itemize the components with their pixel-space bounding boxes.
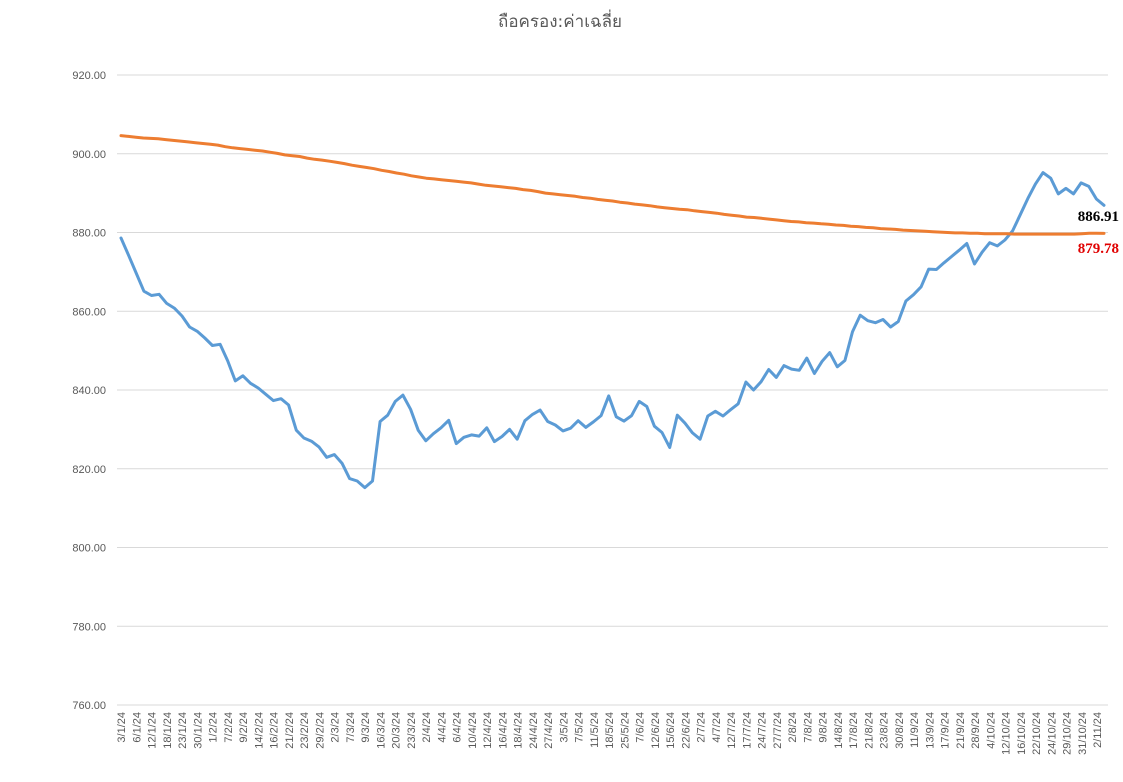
x-tick-label: 7/6/24	[635, 712, 647, 743]
x-tick-label: 28/9/24	[970, 712, 982, 749]
x-tick-label: 7/5/24	[574, 712, 586, 743]
y-tick-label: 900.00	[72, 149, 106, 161]
x-tick-label: 16/3/24	[375, 712, 387, 749]
x-tick-label: 16/10/24	[1016, 712, 1028, 755]
x-tick-label: 14/8/24	[833, 712, 845, 749]
x-tick-label: 30/8/24	[894, 712, 906, 749]
y-tick-label: 920.00	[72, 70, 106, 82]
x-tick-label: 21/8/24	[863, 712, 875, 749]
x-axis-ticks: 3/1/24 6/1/24 12/1/24 18/1/24 23/1/24 30/1/24…	[116, 712, 1104, 755]
x-tick-label: 18/5/24	[604, 712, 616, 749]
x-tick-label: 4/4/24	[436, 712, 448, 743]
x-tick-label: 21/9/24	[955, 712, 967, 749]
x-tick-label: 6/4/24	[452, 712, 464, 743]
x-tick-label: 6/1/24	[131, 712, 143, 743]
x-tick-label: 25/5/24	[619, 712, 631, 749]
x-tick-label: 9/8/24	[818, 712, 830, 743]
x-tick-label: 17/9/24	[940, 712, 952, 749]
series-line-0	[119, 171, 1106, 490]
x-tick-label: 4/7/24	[711, 712, 723, 743]
gridlines	[117, 74, 1108, 706]
y-tick-label: 880.00	[72, 228, 106, 240]
x-tick-label: 10/4/24	[467, 712, 479, 749]
x-tick-label: 11/9/24	[909, 712, 921, 748]
end-labels: 886.91 879.78	[1078, 209, 1119, 257]
x-tick-label: 7/3/24	[345, 712, 357, 743]
x-tick-label: 12/4/24	[482, 712, 494, 749]
x-tick-label: 2/4/24	[421, 712, 433, 743]
series-end-label-0: 886.91	[1078, 209, 1119, 225]
y-tick-label: 860.00	[72, 306, 106, 318]
x-tick-label: 23/1/24	[177, 712, 189, 749]
x-tick-label: 7/8/24	[802, 712, 814, 743]
x-tick-label: 24/7/24	[757, 712, 769, 749]
x-tick-label: 14/2/24	[253, 712, 265, 749]
x-tick-label: 31/10/24	[1077, 712, 1089, 755]
y-tick-label: 760.00	[72, 700, 106, 712]
x-tick-label: 3/5/24	[558, 712, 570, 743]
x-tick-label: 24/4/24	[528, 712, 540, 749]
x-tick-label: 9/3/24	[360, 712, 372, 743]
x-tick-label: 2/3/24	[330, 712, 342, 743]
x-tick-label: 29/2/24	[314, 712, 326, 749]
y-tick-label: 840.00	[72, 385, 106, 397]
x-tick-label: 20/3/24	[391, 712, 403, 749]
x-tick-label: 30/1/24	[192, 712, 204, 749]
x-tick-label: 24/10/24	[1046, 712, 1058, 755]
x-tick-label: 22/6/24	[680, 712, 692, 749]
x-tick-label: 12/10/24	[1001, 712, 1013, 755]
x-tick-label: 15/6/24	[665, 712, 677, 749]
x-tick-label: 16/2/24	[269, 712, 281, 749]
x-tick-label: 29/10/24	[1062, 712, 1074, 755]
x-tick-label: 23/2/24	[299, 712, 311, 749]
y-tick-label: 780.00	[72, 621, 106, 633]
x-tick-label: 17/8/24	[848, 712, 860, 749]
y-axis-ticks: 760.00 780.00 800.00 820.00 840.00 860.00 880.…	[72, 70, 106, 712]
x-tick-label: 2/8/24	[787, 712, 799, 743]
x-tick-label: 11/5/24	[589, 712, 601, 748]
x-tick-label: 23/8/24	[879, 712, 891, 749]
x-tick-label: 2/7/24	[696, 712, 708, 743]
x-tick-label: 27/7/24	[772, 712, 784, 749]
x-tick-label: 1/2/24	[208, 712, 220, 743]
series-line-1	[119, 134, 1106, 236]
x-tick-label: 12/6/24	[650, 712, 662, 749]
x-tick-label: 17/7/24	[741, 712, 753, 749]
x-tick-label: 3/1/24	[116, 712, 128, 743]
series-lines	[119, 134, 1106, 490]
x-tick-label: 18/4/24	[513, 712, 525, 749]
x-tick-label: 22/10/24	[1031, 712, 1043, 755]
x-tick-label: 16/4/24	[497, 712, 509, 749]
y-tick-label: 820.00	[72, 464, 106, 476]
x-tick-label: 9/2/24	[238, 712, 250, 743]
series-end-label-1: 879.78	[1078, 241, 1119, 257]
x-tick-label: 12/1/24	[147, 712, 159, 749]
x-tick-label: 12/7/24	[726, 712, 738, 749]
x-tick-label: 23/3/24	[406, 712, 418, 749]
x-tick-label: 18/1/24	[162, 712, 174, 749]
x-tick-label: 13/9/24	[924, 712, 936, 749]
chart-title: ถือครอง:ค่าเฉลี่ย	[498, 9, 622, 32]
x-tick-label: 21/2/24	[284, 712, 296, 749]
x-tick-label: 2/11/24	[1092, 712, 1104, 748]
x-tick-label: 7/2/24	[223, 712, 235, 743]
x-tick-label: 27/4/24	[543, 712, 555, 749]
y-tick-label: 800.00	[72, 543, 106, 555]
x-tick-label: 4/10/24	[985, 712, 997, 749]
